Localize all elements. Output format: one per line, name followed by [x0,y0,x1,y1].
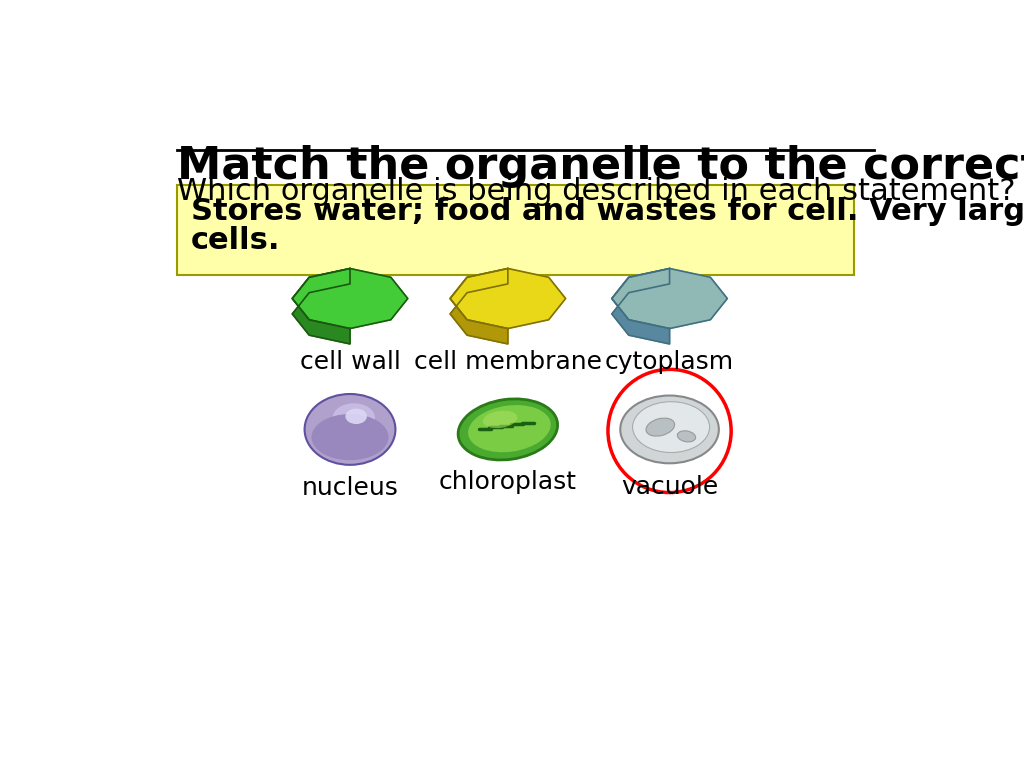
Polygon shape [451,269,508,344]
Ellipse shape [304,394,395,465]
Text: cells.: cells. [190,226,281,255]
Polygon shape [611,269,670,344]
Ellipse shape [677,431,695,442]
Text: Match the organelle to the correct description: Match the organelle to the correct descr… [177,144,1024,187]
Text: Which organelle is being described in each statement?: Which organelle is being described in ea… [177,177,1015,206]
Ellipse shape [333,403,375,432]
Ellipse shape [646,418,675,436]
Ellipse shape [483,411,517,428]
Ellipse shape [311,414,388,460]
Text: chloroplast: chloroplast [439,470,577,495]
Text: Stores water; food and wastes for cell. Very large in plant: Stores water; food and wastes for cell. … [190,197,1024,226]
Ellipse shape [458,399,558,460]
Text: cell membrane: cell membrane [414,350,602,374]
FancyBboxPatch shape [177,184,854,276]
Text: vacuole: vacuole [621,475,718,499]
Polygon shape [451,269,565,329]
Text: nucleus: nucleus [302,475,398,500]
Ellipse shape [633,402,710,452]
Text: cell wall: cell wall [300,350,400,374]
Polygon shape [292,269,350,344]
Polygon shape [611,269,727,329]
Polygon shape [292,269,408,329]
Ellipse shape [345,409,367,424]
Text: cytoplasm: cytoplasm [605,350,734,374]
Ellipse shape [468,405,551,452]
Ellipse shape [621,396,719,463]
